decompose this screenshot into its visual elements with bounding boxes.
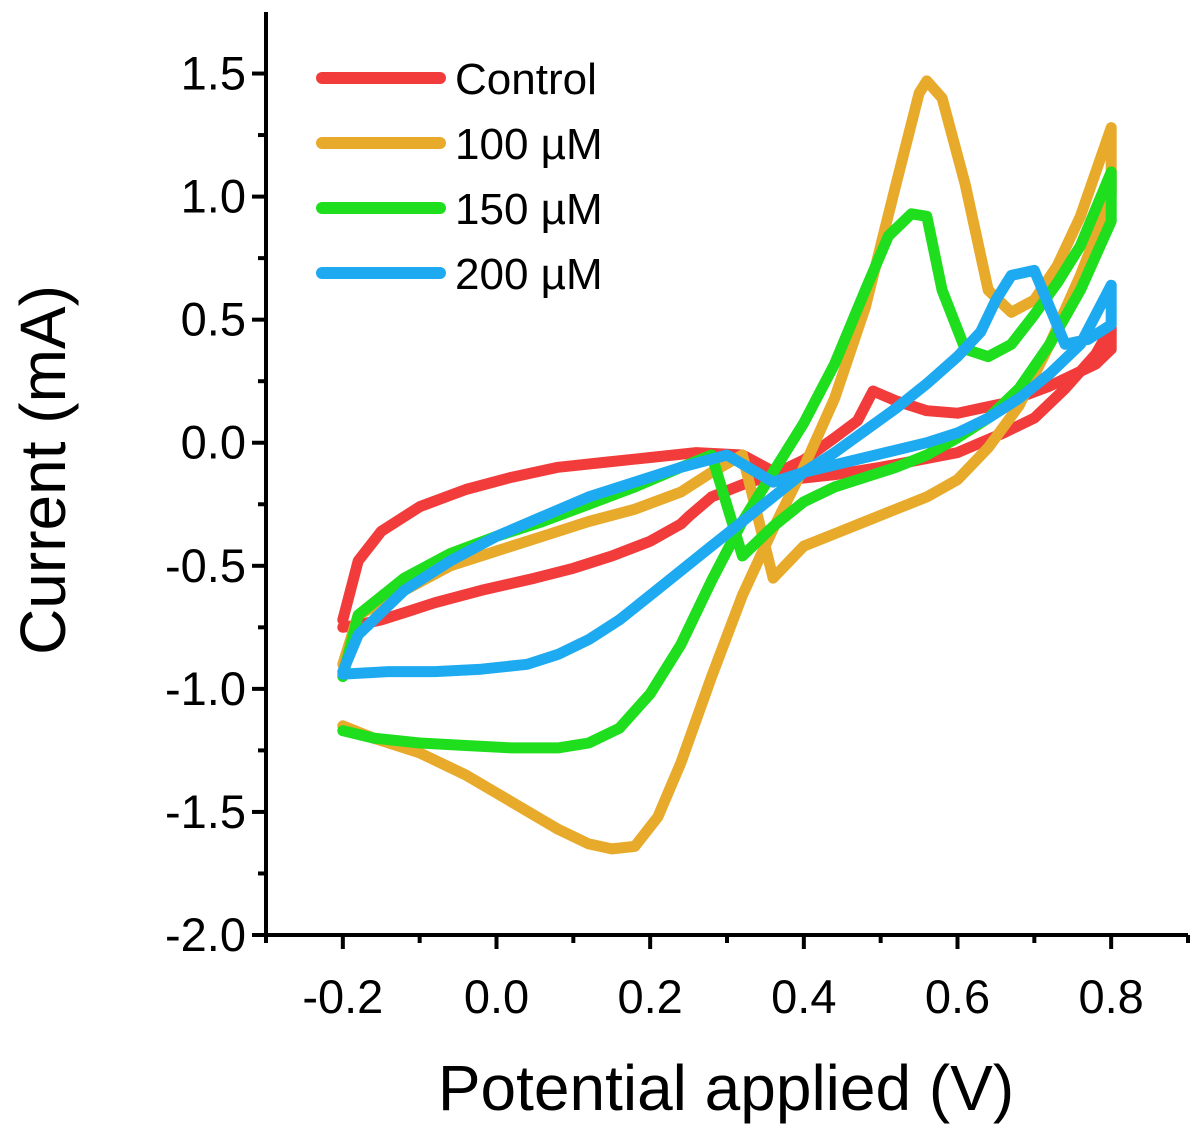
y-tick-label: -0.5	[165, 539, 246, 592]
x-tick-label: -0.2	[302, 970, 383, 1023]
y-tick-label: -2.0	[165, 908, 246, 961]
legend-label: 200 µM	[455, 250, 603, 299]
x-axis-title: Potential applied (V)	[438, 1052, 1014, 1124]
y-tick-label: 0.5	[181, 293, 246, 346]
y-tick-label: 0.0	[181, 416, 246, 469]
x-tick-label: 0.4	[771, 970, 836, 1023]
series-line-4	[337, 264, 1117, 680]
legend: Control 100 µM 150 µM 200 µM	[316, 55, 603, 299]
legend-label: 100 µM	[455, 120, 603, 169]
y-tick-label: 1.5	[181, 47, 246, 100]
y-axis-title: Current (mA)	[7, 285, 79, 655]
y-tick-label: 1.0	[181, 170, 246, 223]
legend-label: Control	[455, 55, 597, 104]
y-tick-label: -1.0	[165, 662, 246, 715]
x-tick-label: 0.6	[925, 970, 990, 1023]
x-tick-label: 0.8	[1078, 970, 1143, 1023]
legend-label: 150 µM	[455, 185, 603, 234]
series-layer	[337, 75, 1117, 855]
y-tick-label: -1.5	[165, 785, 246, 838]
series-line-2	[337, 75, 1117, 855]
x-tick-label: 0.2	[617, 970, 682, 1023]
series-line-1	[337, 321, 1117, 633]
axes-layer: -0.2 0.0 0.2 0.4 0.6 0.8 -2.0 -1.5 -1.0 -0.5 0.0 0.…	[165, 12, 1190, 1023]
x-tick-label: 0.0	[464, 970, 529, 1023]
